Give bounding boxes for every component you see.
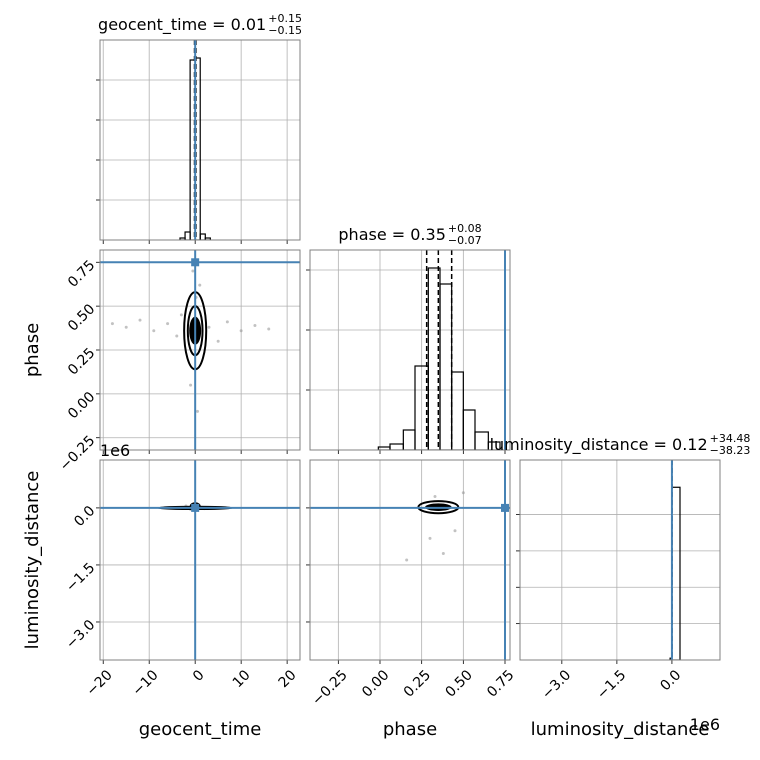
plot-area <box>310 460 510 660</box>
sample-point <box>253 323 257 327</box>
axes-frame <box>99 459 301 661</box>
x-axis-label: phase <box>383 719 437 740</box>
histogram-bar <box>487 441 501 450</box>
axes-frame <box>309 459 511 661</box>
x-tick-label: 0.0 <box>657 667 684 694</box>
y-tick-label: 0.50 <box>65 301 98 334</box>
x-axis-label: luminosity_distance <box>531 719 710 740</box>
y-tick-label: −3.0 <box>63 617 98 652</box>
panel: −20 −10 0 10 20 −3.0 −1.5 0.0 geocent_time lumino… <box>22 441 301 740</box>
histogram-bar <box>199 233 206 240</box>
plot-area <box>100 40 300 240</box>
sample-point <box>175 334 179 338</box>
sample-point <box>453 529 457 533</box>
x-axis-label: geocent_time <box>139 719 262 740</box>
truth-marker <box>501 503 509 512</box>
y-axis-label: luminosity_distance <box>22 471 43 650</box>
panel: −3.0 −1.5 0.0 luminosity_distance = 0.12 +34… <box>490 432 751 740</box>
y-tick-label: 0.25 <box>65 345 98 378</box>
histogram-bar <box>671 486 681 660</box>
x-tick-label: 0.00 <box>359 667 392 700</box>
y-tick-label: 0.75 <box>65 257 98 290</box>
panel: phase = 0.35 +0.08−0.07 <box>306 222 511 454</box>
title-superscript: +0.15 <box>268 12 302 25</box>
sample-point <box>166 322 170 326</box>
plot-area <box>100 250 300 450</box>
x-tick-label: −0.25 <box>309 667 351 709</box>
sample-point <box>179 313 183 317</box>
sample-point <box>433 495 437 499</box>
y-tick-label: 0.0 <box>71 503 98 530</box>
panel: geocent_time = 0.01 +0.15−0.15 <box>96 12 302 244</box>
plot-area <box>520 460 720 660</box>
x-tick-label: 10 <box>230 667 254 691</box>
histogram-bar <box>204 237 211 240</box>
x-tick-label: −10 <box>129 667 161 699</box>
sample-point <box>152 329 156 333</box>
sample-point <box>191 269 195 273</box>
sample-point <box>216 339 220 343</box>
panel: −0.25 0.00 0.25 0.50 0.75 phase <box>22 249 301 475</box>
sample-point <box>461 491 465 495</box>
sample-point <box>110 322 114 326</box>
truth-marker <box>191 503 200 512</box>
sample-point <box>441 552 445 556</box>
x-tick-label: −20 <box>83 667 115 699</box>
sample-point <box>189 383 193 387</box>
title-superscript: +34.48 <box>710 432 751 445</box>
y-tick-label: −1.5 <box>63 560 98 595</box>
y-tick-label: 0.00 <box>65 389 98 422</box>
panel-title: phase = 0.35 <box>338 225 445 244</box>
panel-title: geocent_time = 0.01 <box>98 15 266 35</box>
histogram-bar <box>462 409 476 450</box>
sample-point <box>138 318 142 322</box>
title-superscript: +0.08 <box>448 222 482 235</box>
histogram-bar <box>451 371 464 450</box>
x-tick-label: −1.5 <box>594 667 629 702</box>
title-subscript: −0.15 <box>268 24 302 37</box>
axes-frame <box>309 249 511 451</box>
plot-area <box>310 250 510 450</box>
histogram-bar <box>402 429 416 450</box>
axes-frame <box>99 39 301 241</box>
sample-point <box>225 320 229 324</box>
x-tick-label: 0.25 <box>401 667 434 700</box>
plot-area <box>100 460 300 660</box>
histogram-bar <box>389 443 404 450</box>
sample-point <box>195 409 199 413</box>
histogram-bar <box>439 283 453 450</box>
panel-title: luminosity_distance = 0.12 <box>490 435 708 455</box>
sample-point <box>124 325 128 329</box>
title-subscript: −0.07 <box>448 234 482 247</box>
sample-point <box>405 558 409 562</box>
y-offset-text: 1e6 <box>100 441 130 460</box>
x-tick-label: 20 <box>276 667 300 691</box>
x-tick-label: 0.75 <box>484 667 517 700</box>
truth-marker <box>191 258 200 267</box>
sample-point <box>239 329 243 333</box>
sample-point <box>428 536 432 540</box>
y-axis-label: phase <box>22 323 43 377</box>
axes-frame <box>519 459 721 661</box>
sample-point <box>207 325 211 329</box>
histogram-bar <box>474 431 489 450</box>
title-subscript: −38.23 <box>710 444 751 457</box>
histogram-bar <box>184 231 191 240</box>
sample-point <box>267 327 271 331</box>
x-tick-label: −3.0 <box>539 667 574 702</box>
x-tick-label: 0.50 <box>442 667 475 700</box>
x-tick-label: 0 <box>190 667 208 685</box>
axes-frame <box>99 249 301 451</box>
x-offset-text: 1e6 <box>690 715 720 734</box>
sample-point <box>198 283 202 287</box>
y-tick-label: −0.25 <box>57 433 99 475</box>
